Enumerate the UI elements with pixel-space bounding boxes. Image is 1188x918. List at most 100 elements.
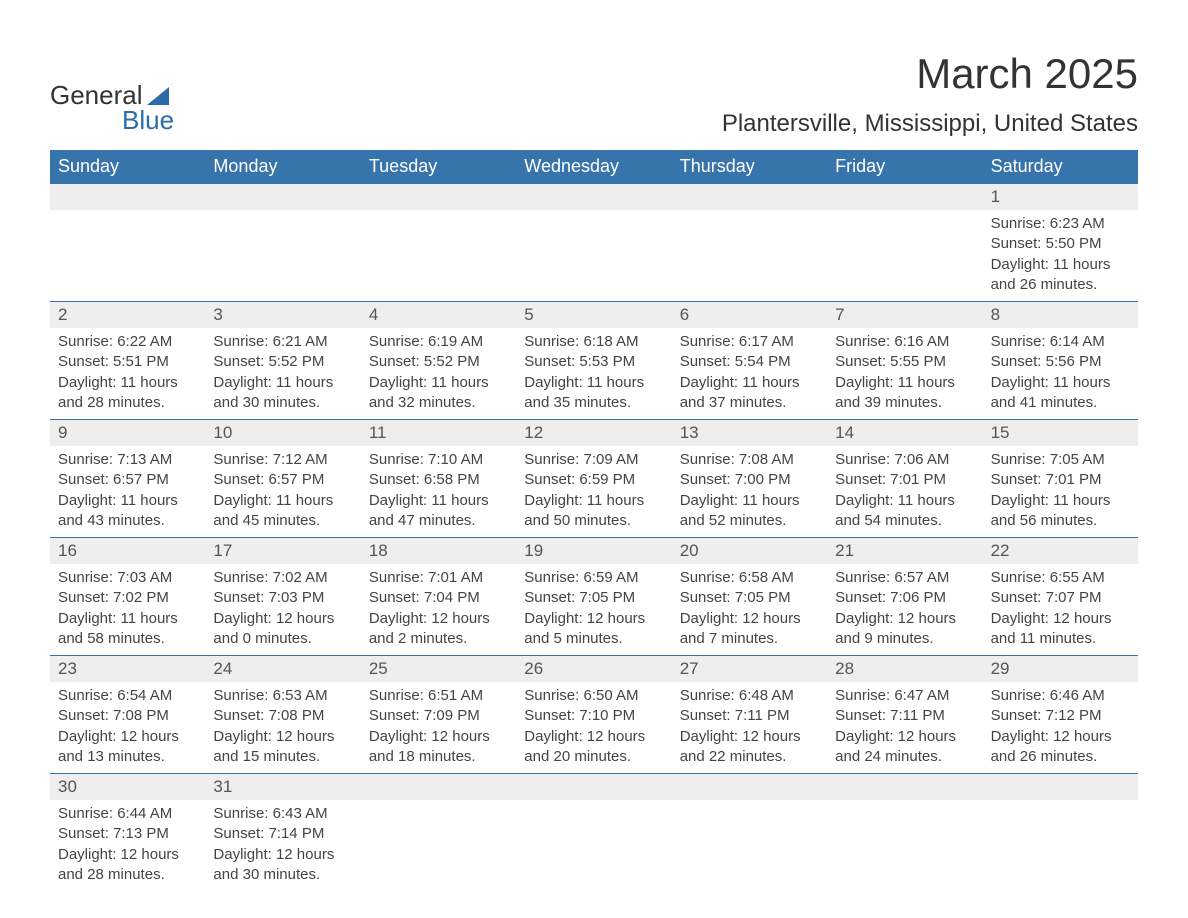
daylight-text: Daylight: 12 hours and 0 minutes. xyxy=(213,609,352,650)
day-content: Sunrise: 6:53 AMSunset: 7:08 PMDaylight:… xyxy=(205,682,360,773)
day-empty xyxy=(361,184,516,210)
sunrise-text: Sunrise: 6:21 AM xyxy=(213,332,352,352)
sunset-text: Sunset: 7:01 PM xyxy=(991,470,1130,490)
sunrise-text: Sunrise: 6:43 AM xyxy=(213,804,352,824)
sunrise-text: Sunrise: 6:47 AM xyxy=(835,686,974,706)
logo-sub-text: Blue xyxy=(122,105,174,136)
day-content: Sunrise: 6:46 AMSunset: 7:12 PMDaylight:… xyxy=(983,682,1138,773)
day-cell: 3Sunrise: 6:21 AMSunset: 5:52 PMDaylight… xyxy=(205,302,360,419)
day-content: Sunrise: 6:18 AMSunset: 5:53 PMDaylight:… xyxy=(516,328,671,419)
sunset-text: Sunset: 7:08 PM xyxy=(213,706,352,726)
day-cell xyxy=(827,184,982,301)
day-cell: 13Sunrise: 7:08 AMSunset: 7:00 PMDayligh… xyxy=(672,420,827,537)
sunset-text: Sunset: 6:57 PM xyxy=(58,470,197,490)
day-cell: 15Sunrise: 7:05 AMSunset: 7:01 PMDayligh… xyxy=(983,420,1138,537)
sunrise-text: Sunrise: 6:44 AM xyxy=(58,804,197,824)
day-content: Sunrise: 6:43 AMSunset: 7:14 PMDaylight:… xyxy=(205,800,360,891)
weekday-thursday: Thursday xyxy=(672,150,827,183)
weekday-saturday: Saturday xyxy=(983,150,1138,183)
daylight-text: Daylight: 12 hours and 22 minutes. xyxy=(680,727,819,768)
sunset-text: Sunset: 7:09 PM xyxy=(369,706,508,726)
daylight-text: Daylight: 11 hours and 58 minutes. xyxy=(58,609,197,650)
daylight-text: Daylight: 11 hours and 50 minutes. xyxy=(524,491,663,532)
daylight-text: Daylight: 12 hours and 2 minutes. xyxy=(369,609,508,650)
day-number: 14 xyxy=(827,420,982,446)
daylight-text: Daylight: 11 hours and 32 minutes. xyxy=(369,373,508,414)
day-cell: 21Sunrise: 6:57 AMSunset: 7:06 PMDayligh… xyxy=(827,538,982,655)
day-number: 23 xyxy=(50,656,205,682)
daylight-text: Daylight: 12 hours and 11 minutes. xyxy=(991,609,1130,650)
daylight-text: Daylight: 11 hours and 45 minutes. xyxy=(213,491,352,532)
weekday-monday: Monday xyxy=(205,150,360,183)
sunset-text: Sunset: 5:54 PM xyxy=(680,352,819,372)
day-content: Sunrise: 6:19 AMSunset: 5:52 PMDaylight:… xyxy=(361,328,516,419)
day-number: 22 xyxy=(983,538,1138,564)
day-content: Sunrise: 6:21 AMSunset: 5:52 PMDaylight:… xyxy=(205,328,360,419)
daylight-text: Daylight: 12 hours and 15 minutes. xyxy=(213,727,352,768)
day-number: 8 xyxy=(983,302,1138,328)
day-cell: 11Sunrise: 7:10 AMSunset: 6:58 PMDayligh… xyxy=(361,420,516,537)
day-number: 18 xyxy=(361,538,516,564)
sunrise-text: Sunrise: 7:12 AM xyxy=(213,450,352,470)
sunrise-text: Sunrise: 6:54 AM xyxy=(58,686,197,706)
weekday-wednesday: Wednesday xyxy=(516,150,671,183)
day-number: 2 xyxy=(50,302,205,328)
sunrise-text: Sunrise: 6:14 AM xyxy=(991,332,1130,352)
daylight-text: Daylight: 11 hours and 37 minutes. xyxy=(680,373,819,414)
day-number: 12 xyxy=(516,420,671,446)
sunset-text: Sunset: 5:56 PM xyxy=(991,352,1130,372)
day-content: Sunrise: 6:58 AMSunset: 7:05 PMDaylight:… xyxy=(672,564,827,655)
sunrise-text: Sunrise: 6:58 AM xyxy=(680,568,819,588)
sunrise-text: Sunrise: 6:50 AM xyxy=(524,686,663,706)
day-cell xyxy=(361,184,516,301)
day-number: 20 xyxy=(672,538,827,564)
sunrise-text: Sunrise: 6:59 AM xyxy=(524,568,663,588)
sunrise-text: Sunrise: 7:08 AM xyxy=(680,450,819,470)
day-cell: 26Sunrise: 6:50 AMSunset: 7:10 PMDayligh… xyxy=(516,656,671,773)
sunrise-text: Sunrise: 6:48 AM xyxy=(680,686,819,706)
day-number: 24 xyxy=(205,656,360,682)
day-cell: 25Sunrise: 6:51 AMSunset: 7:09 PMDayligh… xyxy=(361,656,516,773)
daylight-text: Daylight: 11 hours and 41 minutes. xyxy=(991,373,1130,414)
day-cell: 6Sunrise: 6:17 AMSunset: 5:54 PMDaylight… xyxy=(672,302,827,419)
day-cell xyxy=(205,184,360,301)
day-number: 21 xyxy=(827,538,982,564)
daylight-text: Daylight: 12 hours and 20 minutes. xyxy=(524,727,663,768)
daylight-text: Daylight: 12 hours and 24 minutes. xyxy=(835,727,974,768)
sunset-text: Sunset: 7:05 PM xyxy=(524,588,663,608)
sunset-text: Sunset: 5:55 PM xyxy=(835,352,974,372)
sunset-text: Sunset: 7:00 PM xyxy=(680,470,819,490)
sunrise-text: Sunrise: 6:55 AM xyxy=(991,568,1130,588)
day-number: 16 xyxy=(50,538,205,564)
day-cell: 17Sunrise: 7:02 AMSunset: 7:03 PMDayligh… xyxy=(205,538,360,655)
daylight-text: Daylight: 11 hours and 52 minutes. xyxy=(680,491,819,532)
sunset-text: Sunset: 6:58 PM xyxy=(369,470,508,490)
logo: General Blue xyxy=(50,50,174,136)
sunset-text: Sunset: 5:53 PM xyxy=(524,352,663,372)
day-cell: 28Sunrise: 6:47 AMSunset: 7:11 PMDayligh… xyxy=(827,656,982,773)
day-content: Sunrise: 6:50 AMSunset: 7:10 PMDaylight:… xyxy=(516,682,671,773)
day-cell xyxy=(361,774,516,891)
month-title: March 2025 xyxy=(722,50,1138,98)
sunset-text: Sunset: 6:57 PM xyxy=(213,470,352,490)
sunrise-text: Sunrise: 6:53 AM xyxy=(213,686,352,706)
day-cell: 29Sunrise: 6:46 AMSunset: 7:12 PMDayligh… xyxy=(983,656,1138,773)
day-empty xyxy=(672,774,827,800)
day-cell: 9Sunrise: 7:13 AMSunset: 6:57 PMDaylight… xyxy=(50,420,205,537)
header: General Blue March 2025 Plantersville, M… xyxy=(50,50,1138,138)
daylight-text: Daylight: 12 hours and 13 minutes. xyxy=(58,727,197,768)
day-number: 17 xyxy=(205,538,360,564)
day-cell: 31Sunrise: 6:43 AMSunset: 7:14 PMDayligh… xyxy=(205,774,360,891)
daylight-text: Daylight: 12 hours and 30 minutes. xyxy=(213,845,352,886)
day-cell xyxy=(983,774,1138,891)
daylight-text: Daylight: 12 hours and 5 minutes. xyxy=(524,609,663,650)
day-cell: 30Sunrise: 6:44 AMSunset: 7:13 PMDayligh… xyxy=(50,774,205,891)
day-content: Sunrise: 6:23 AMSunset: 5:50 PMDaylight:… xyxy=(983,210,1138,301)
weekday-header: Sunday Monday Tuesday Wednesday Thursday… xyxy=(50,150,1138,183)
day-cell: 19Sunrise: 6:59 AMSunset: 7:05 PMDayligh… xyxy=(516,538,671,655)
daylight-text: Daylight: 11 hours and 28 minutes. xyxy=(58,373,197,414)
daylight-text: Daylight: 11 hours and 39 minutes. xyxy=(835,373,974,414)
day-empty xyxy=(516,774,671,800)
sunset-text: Sunset: 7:11 PM xyxy=(835,706,974,726)
weekday-sunday: Sunday xyxy=(50,150,205,183)
